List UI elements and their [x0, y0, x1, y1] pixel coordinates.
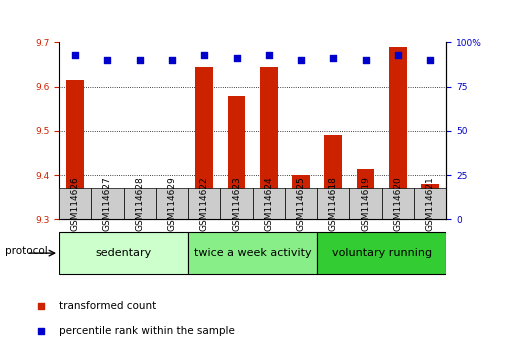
Text: voluntary running: voluntary running [332, 248, 432, 258]
FancyBboxPatch shape [156, 188, 188, 219]
Point [394, 52, 402, 58]
FancyBboxPatch shape [252, 188, 285, 219]
Text: GSM114626: GSM114626 [71, 176, 80, 231]
Bar [324, 136, 342, 219]
Text: GSM114625: GSM114625 [297, 176, 306, 231]
Bar [98, 209, 116, 219]
FancyBboxPatch shape [188, 233, 317, 274]
Point [329, 56, 338, 61]
FancyBboxPatch shape [414, 188, 446, 219]
Point [297, 57, 305, 63]
Text: GSM114618: GSM114618 [329, 176, 338, 231]
Text: GSM114624: GSM114624 [264, 176, 273, 231]
Text: GSM114628: GSM114628 [135, 176, 144, 231]
FancyBboxPatch shape [124, 188, 156, 219]
Bar [260, 67, 278, 219]
Point [71, 52, 79, 58]
FancyBboxPatch shape [91, 188, 124, 219]
FancyBboxPatch shape [349, 188, 382, 219]
Bar [195, 67, 213, 219]
Point [232, 56, 241, 61]
FancyBboxPatch shape [317, 233, 446, 274]
Bar [163, 189, 181, 219]
Text: twice a week activity: twice a week activity [194, 248, 311, 258]
Point [168, 57, 176, 63]
Text: transformed count: transformed count [59, 301, 156, 311]
Text: GSM114623: GSM114623 [232, 176, 241, 231]
FancyBboxPatch shape [188, 188, 221, 219]
Text: sedentary: sedentary [95, 248, 152, 258]
Text: GSM114622: GSM114622 [200, 176, 209, 231]
Text: GSM114629: GSM114629 [167, 176, 176, 231]
Text: protocol: protocol [5, 246, 48, 256]
Bar [357, 169, 374, 219]
FancyBboxPatch shape [221, 188, 252, 219]
Bar [292, 175, 310, 219]
Bar [131, 189, 149, 219]
Bar [421, 184, 439, 219]
Text: percentile rank within the sample: percentile rank within the sample [59, 326, 235, 336]
FancyBboxPatch shape [285, 188, 317, 219]
Point [135, 57, 144, 63]
Point [103, 57, 111, 63]
Text: GSM114619: GSM114619 [361, 176, 370, 231]
Bar [228, 96, 245, 219]
Bar [66, 80, 84, 219]
Text: GSM114620: GSM114620 [393, 176, 402, 231]
Point [426, 57, 435, 63]
FancyBboxPatch shape [382, 188, 414, 219]
FancyBboxPatch shape [59, 188, 91, 219]
Text: GSM114621: GSM114621 [426, 176, 435, 231]
FancyBboxPatch shape [317, 188, 349, 219]
Point [265, 52, 273, 58]
Text: GSM114627: GSM114627 [103, 176, 112, 231]
Point [362, 57, 370, 63]
FancyBboxPatch shape [59, 233, 188, 274]
Bar [389, 47, 407, 219]
Point [200, 52, 208, 58]
